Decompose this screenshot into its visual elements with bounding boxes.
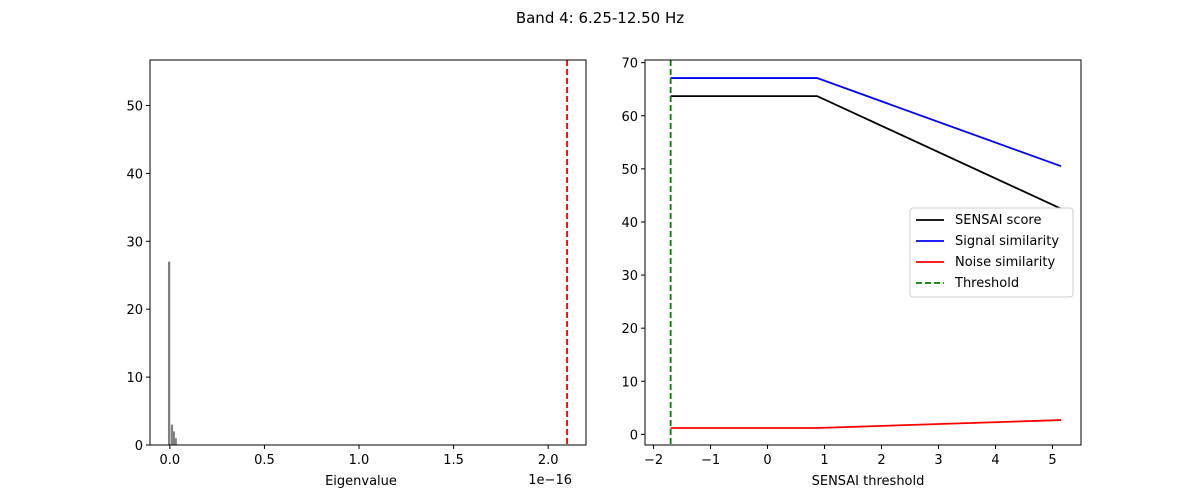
histogram-y-tick-label: 0 (135, 439, 143, 454)
sensai-y-ticks: 0 10 20 30 40 50 60 70 (621, 57, 645, 443)
legend-label-sensai-score: SENSAI score (955, 213, 1041, 228)
legend: SENSAI score Signal similarity Noise sim… (909, 207, 1074, 298)
histogram-y-tick-label: 30 (126, 235, 143, 250)
sensai-y-tick-label: 50 (621, 163, 638, 178)
legend-label-threshold: Threshold (954, 276, 1019, 291)
histogram-bar-3 (174, 438, 177, 445)
histogram-x-offset-text: 1e−16 (528, 473, 572, 488)
sensai-x-ticks: −2 −1 0 1 2 3 4 5 (644, 445, 1057, 468)
histogram-y-tick-label: 50 (126, 99, 143, 114)
histogram-bar-1 (170, 424, 174, 445)
series-line-sensai-score (670, 95, 1062, 210)
histogram-y-tick-label: 40 (126, 167, 143, 182)
series-line-noise-similarity (670, 419, 1062, 429)
sensai-y-tick-label: 20 (621, 322, 638, 337)
histogram-y-ticks: 0 10 20 30 40 50 (126, 99, 150, 454)
histogram-x-ticks: 0.0 0.5 1.0 1.5 2.0 (160, 445, 559, 468)
sensai-y-tick-label: 70 (621, 57, 638, 72)
legend-label-noise-similarity: Noise similarity (955, 255, 1055, 270)
sensai-x-tick-label: −1 (701, 453, 720, 468)
histogram-x-tick-label: 1.5 (443, 453, 464, 468)
histogram-x-tick-label: 2.0 (538, 453, 559, 468)
legend-box (909, 207, 1074, 298)
sensai-y-tick-label: 0 (630, 428, 638, 443)
sensai-x-tick-label: 0 (763, 453, 771, 468)
sensai-x-tick-label: 4 (991, 453, 999, 468)
sensai-x-tick-label: 1 (820, 453, 828, 468)
sensai-x-tick-label: 2 (877, 453, 885, 468)
histogram-y-tick-label: 20 (126, 303, 143, 318)
histogram-x-tick-label: 0.5 (254, 453, 275, 468)
sensai-x-tick-label: 3 (934, 453, 942, 468)
sensai-y-tick-label: 30 (621, 269, 638, 284)
series-line-signal-similarity (670, 77, 1062, 168)
figure-title: Band 4: 6.25-12.50 Hz (516, 9, 684, 27)
histogram-bars (167, 261, 177, 445)
histogram-bar-0 (167, 261, 171, 445)
histogram-plot-frame (149, 59, 587, 446)
histogram-bar-2 (172, 431, 175, 445)
sensai-series-lines (670, 77, 1062, 429)
legend-label-signal-similarity: Signal similarity (955, 234, 1059, 249)
sensai-y-tick-label: 60 (621, 110, 638, 125)
sensai-x-tick-label: −2 (644, 453, 663, 468)
sensai-threshold-panel: −2 −1 0 1 2 3 4 5 0 10 20 30 40 50 60 70 SENSAI thresh… (621, 57, 1082, 489)
histogram-y-tick-label: 10 (126, 371, 143, 386)
sensai-y-tick-label: 10 (621, 375, 638, 390)
sensai-x-tick-label: 5 (1048, 453, 1056, 468)
histogram-x-axis-label: Eigenvalue (325, 474, 397, 489)
histogram-x-tick-label: 1.0 (349, 453, 370, 468)
sensai-plot-frame (644, 59, 1082, 446)
sensai-y-tick-label: 40 (621, 216, 638, 231)
eigenvalue-histogram-panel: 0.0 0.5 1.0 1.5 2.0 0 10 20 30 40 50 1e−16 Eigenv… (126, 59, 587, 489)
sensai-x-axis-label: SENSAI threshold (812, 474, 925, 489)
histogram-x-tick-label: 0.0 (160, 453, 181, 468)
